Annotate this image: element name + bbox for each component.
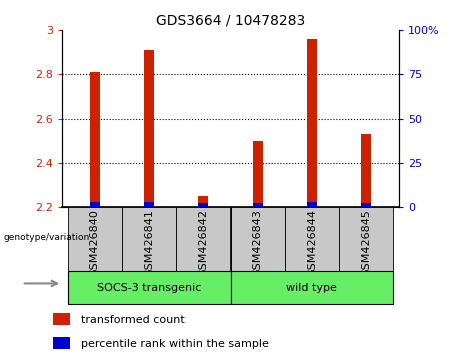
Bar	[307, 201, 317, 207]
Bar	[361, 203, 371, 207]
Text: GSM426843: GSM426843	[253, 209, 263, 277]
Text: genotype/variation: genotype/variation	[3, 233, 89, 242]
Text: GSM426841: GSM426841	[144, 209, 154, 277]
Text: SOCS-3 transgenic: SOCS-3 transgenic	[97, 282, 201, 293]
Bar	[253, 141, 262, 207]
Text: GSM426840: GSM426840	[90, 209, 100, 277]
Bar	[230, 271, 393, 304]
Bar	[68, 207, 122, 271]
Bar	[199, 196, 208, 207]
Bar	[285, 207, 339, 271]
Bar	[90, 201, 100, 207]
Text: GSM426844: GSM426844	[307, 209, 317, 277]
Text: percentile rank within the sample: percentile rank within the sample	[81, 338, 269, 349]
Bar	[144, 201, 154, 207]
Bar	[122, 207, 176, 271]
Bar	[307, 39, 317, 207]
Bar	[53, 337, 70, 349]
Bar	[339, 207, 393, 271]
Text: GSM426842: GSM426842	[198, 209, 208, 277]
Bar	[176, 207, 230, 271]
Bar	[53, 313, 70, 325]
Bar	[199, 203, 208, 207]
Bar	[68, 271, 230, 304]
Bar	[361, 134, 371, 207]
Text: GSM426845: GSM426845	[361, 209, 371, 277]
Text: transformed count: transformed count	[81, 315, 184, 325]
Text: wild type: wild type	[286, 282, 337, 293]
Title: GDS3664 / 10478283: GDS3664 / 10478283	[156, 13, 305, 28]
Bar	[253, 203, 262, 207]
Bar	[90, 72, 100, 207]
Bar	[144, 50, 154, 207]
Bar	[230, 207, 285, 271]
